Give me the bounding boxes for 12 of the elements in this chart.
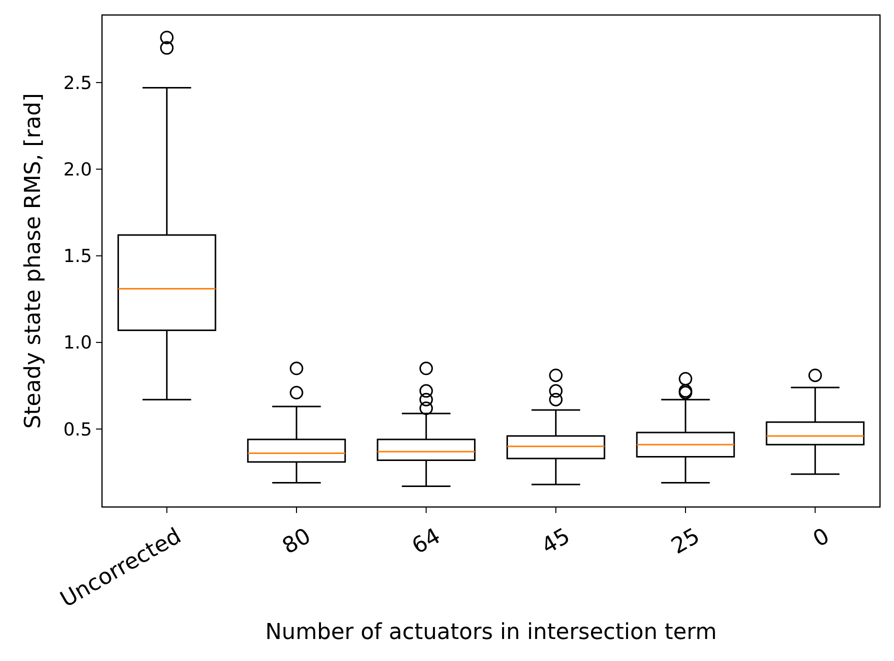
y-tick-label: 1.5: [63, 246, 92, 268]
y-axis-title: Steady state phase RMS, [rad]: [21, 93, 46, 429]
x-tick-label: 80: [278, 524, 316, 560]
x-tick-label: 64: [408, 524, 445, 560]
x-tick-label: 25: [667, 524, 704, 560]
y-tick-label: 1.0: [63, 332, 92, 354]
x-axis-title: Number of actuators in intersection term: [265, 620, 717, 645]
x-tick-label: 0: [809, 524, 834, 553]
y-tick-label: 2.5: [63, 72, 92, 94]
y-tick-label: 0.5: [63, 419, 92, 440]
x-tick-label: 45: [538, 524, 575, 560]
y-tick-label: 2.0: [63, 159, 92, 180]
